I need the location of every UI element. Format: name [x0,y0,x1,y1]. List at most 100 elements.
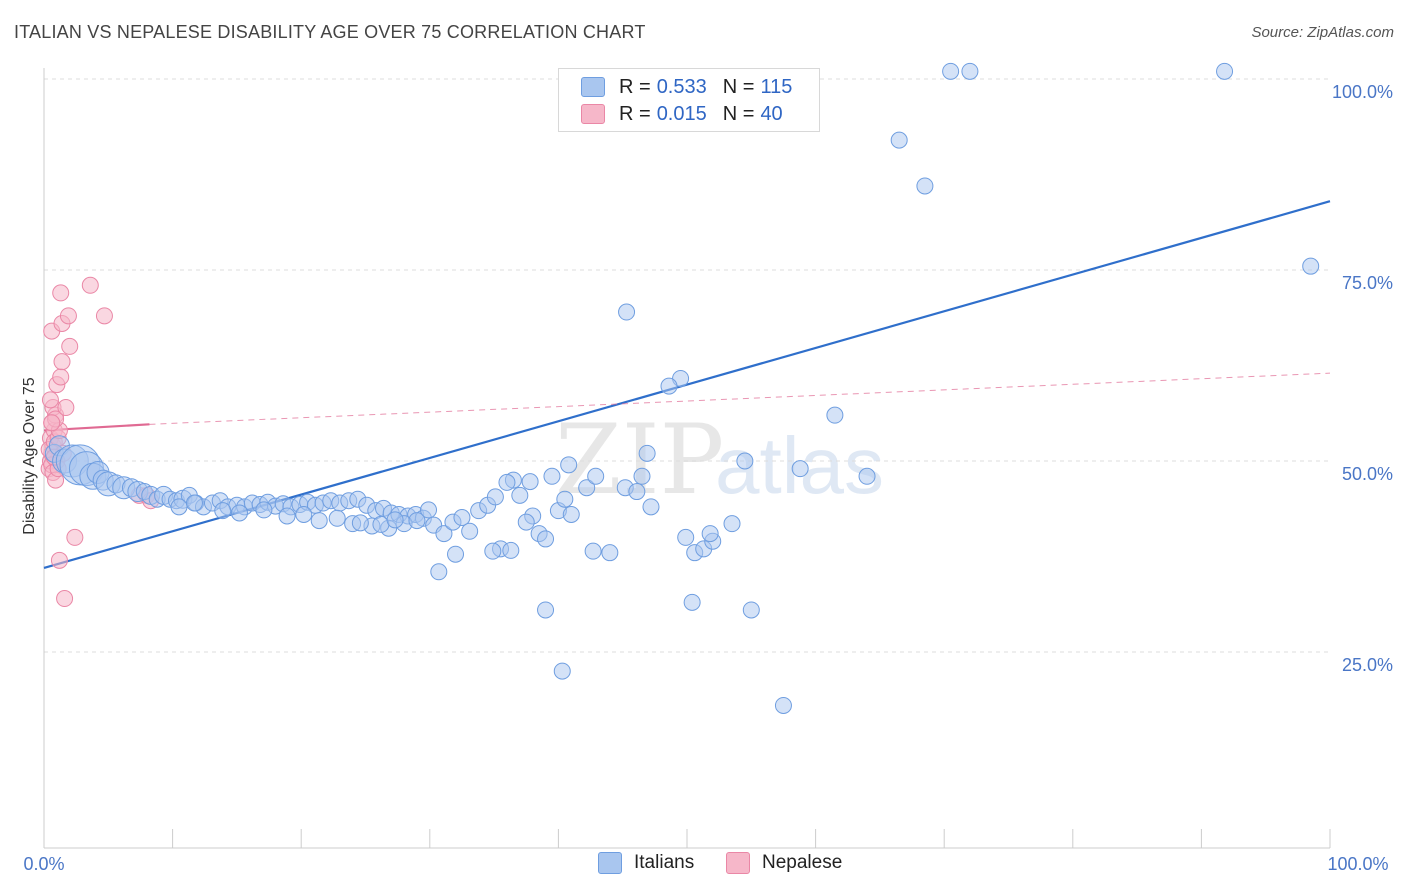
bottom-nepalese-label: Nepalese [762,852,843,873]
italians-point [556,490,574,508]
italians-point [628,483,646,501]
italians-point [484,542,502,560]
italians-point [517,513,535,531]
italians-point [791,460,809,478]
italians-point [553,662,571,680]
bottom-legend-nepalese: Nepalese [726,852,842,874]
bottom-legend-italians: Italians [598,852,694,874]
italians-point [890,131,908,149]
y-axis-label: Disability Age Over 75 [21,377,38,535]
italians-point [498,473,516,491]
italians-point [638,444,656,462]
nepalese-trend-extension [149,372,1331,425]
legend-row-italians: R = 0.533 N = 115 [581,74,800,100]
italians-point [677,528,695,546]
y-tick-label-25: 25.0% [1342,655,1393,675]
italians-point [214,502,232,520]
nepalese-point [53,353,71,371]
italians-n-value: 115 [760,75,793,98]
italians-point [642,498,660,516]
nepalese-point [52,368,70,386]
italians-point [185,494,203,512]
italians-point [584,542,602,560]
bottom-italians-swatch [598,852,622,874]
x-tick-label-100: 100.0% [1327,854,1388,874]
nepalese-r-value: 0.015 [656,102,707,125]
italians-point [701,525,719,543]
italians-point [858,467,876,485]
italians-point [328,509,346,527]
italians-point [430,563,448,581]
italians-point [521,473,539,491]
italians-point [1302,257,1320,275]
nepalese-point [57,399,75,417]
italians-swatch [581,77,605,97]
italians-point [461,522,479,540]
italians-point [230,504,248,522]
nepalese-point [43,414,61,432]
italians-points [44,62,1320,714]
italians-point [774,696,792,714]
italians-point [447,545,465,563]
italians-point [742,601,760,619]
italians-point [633,467,651,485]
italians-point [486,488,504,506]
nepalese-n-label: N = [722,102,755,125]
italians-point [683,593,701,611]
nepalese-swatch [581,104,605,124]
italians-point [736,452,754,470]
y-tick-label-75: 75.0% [1342,273,1393,293]
nepalese-point [95,307,113,325]
italians-point [560,456,578,474]
italians-point [295,505,313,523]
italians-point [723,515,741,533]
nepalese-point [81,276,99,294]
italians-point [660,377,678,395]
nepalese-point [66,528,84,546]
italians-point [278,507,296,525]
chart-title: ITALIAN VS NEPALESE DISABILITY AGE OVER … [14,22,646,42]
nepalese-n-value: 40 [760,102,783,125]
italians-point [502,541,520,559]
bottom-nepalese-swatch [726,852,750,874]
italians-point [255,501,273,519]
italians-point [310,512,328,530]
italians-point [562,505,580,523]
italians-point [587,467,605,485]
nepalese-point [50,551,68,569]
y-tick-label-50: 50.0% [1342,464,1393,484]
y-tick-labels: 25.0% 50.0% 75.0% 100.0% [1332,82,1393,675]
italians-point [408,512,426,530]
nepalese-point [52,284,70,302]
italians-point [601,544,619,562]
italians-point [511,486,529,504]
bottom-italians-label: Italians [634,852,695,873]
italians-point [578,479,596,497]
italians-r-value: 0.533 [656,75,707,98]
italians-point [420,501,438,519]
italians-r-label: R = [619,75,651,98]
x-axis-ticks [172,829,1331,848]
nepalese-r-label: R = [619,102,651,125]
italians-point [543,467,561,485]
nepalese-point [41,391,59,409]
italians-point [916,177,934,195]
italians-point [372,515,390,533]
x-tick-label-0: 0.0% [23,854,64,874]
legend-row-nepalese: R = 0.015 N = 40 [581,101,791,127]
y-tick-label-100: 100.0% [1332,82,1393,102]
italians-point [170,498,188,516]
nepalese-point [61,337,79,355]
correlation-legend: R = 0.533 N = 115 R = 0.015 N = 40 [558,68,820,132]
italians-point [961,62,979,80]
nepalese-point [59,307,77,325]
italians-point [351,514,369,532]
italians-point [453,509,471,527]
italians-point [386,511,404,529]
italians-point [942,62,960,80]
italians-point [1216,62,1234,80]
italians-point [537,530,555,548]
italians-n-label: N = [722,75,755,98]
italians-point [826,406,844,424]
